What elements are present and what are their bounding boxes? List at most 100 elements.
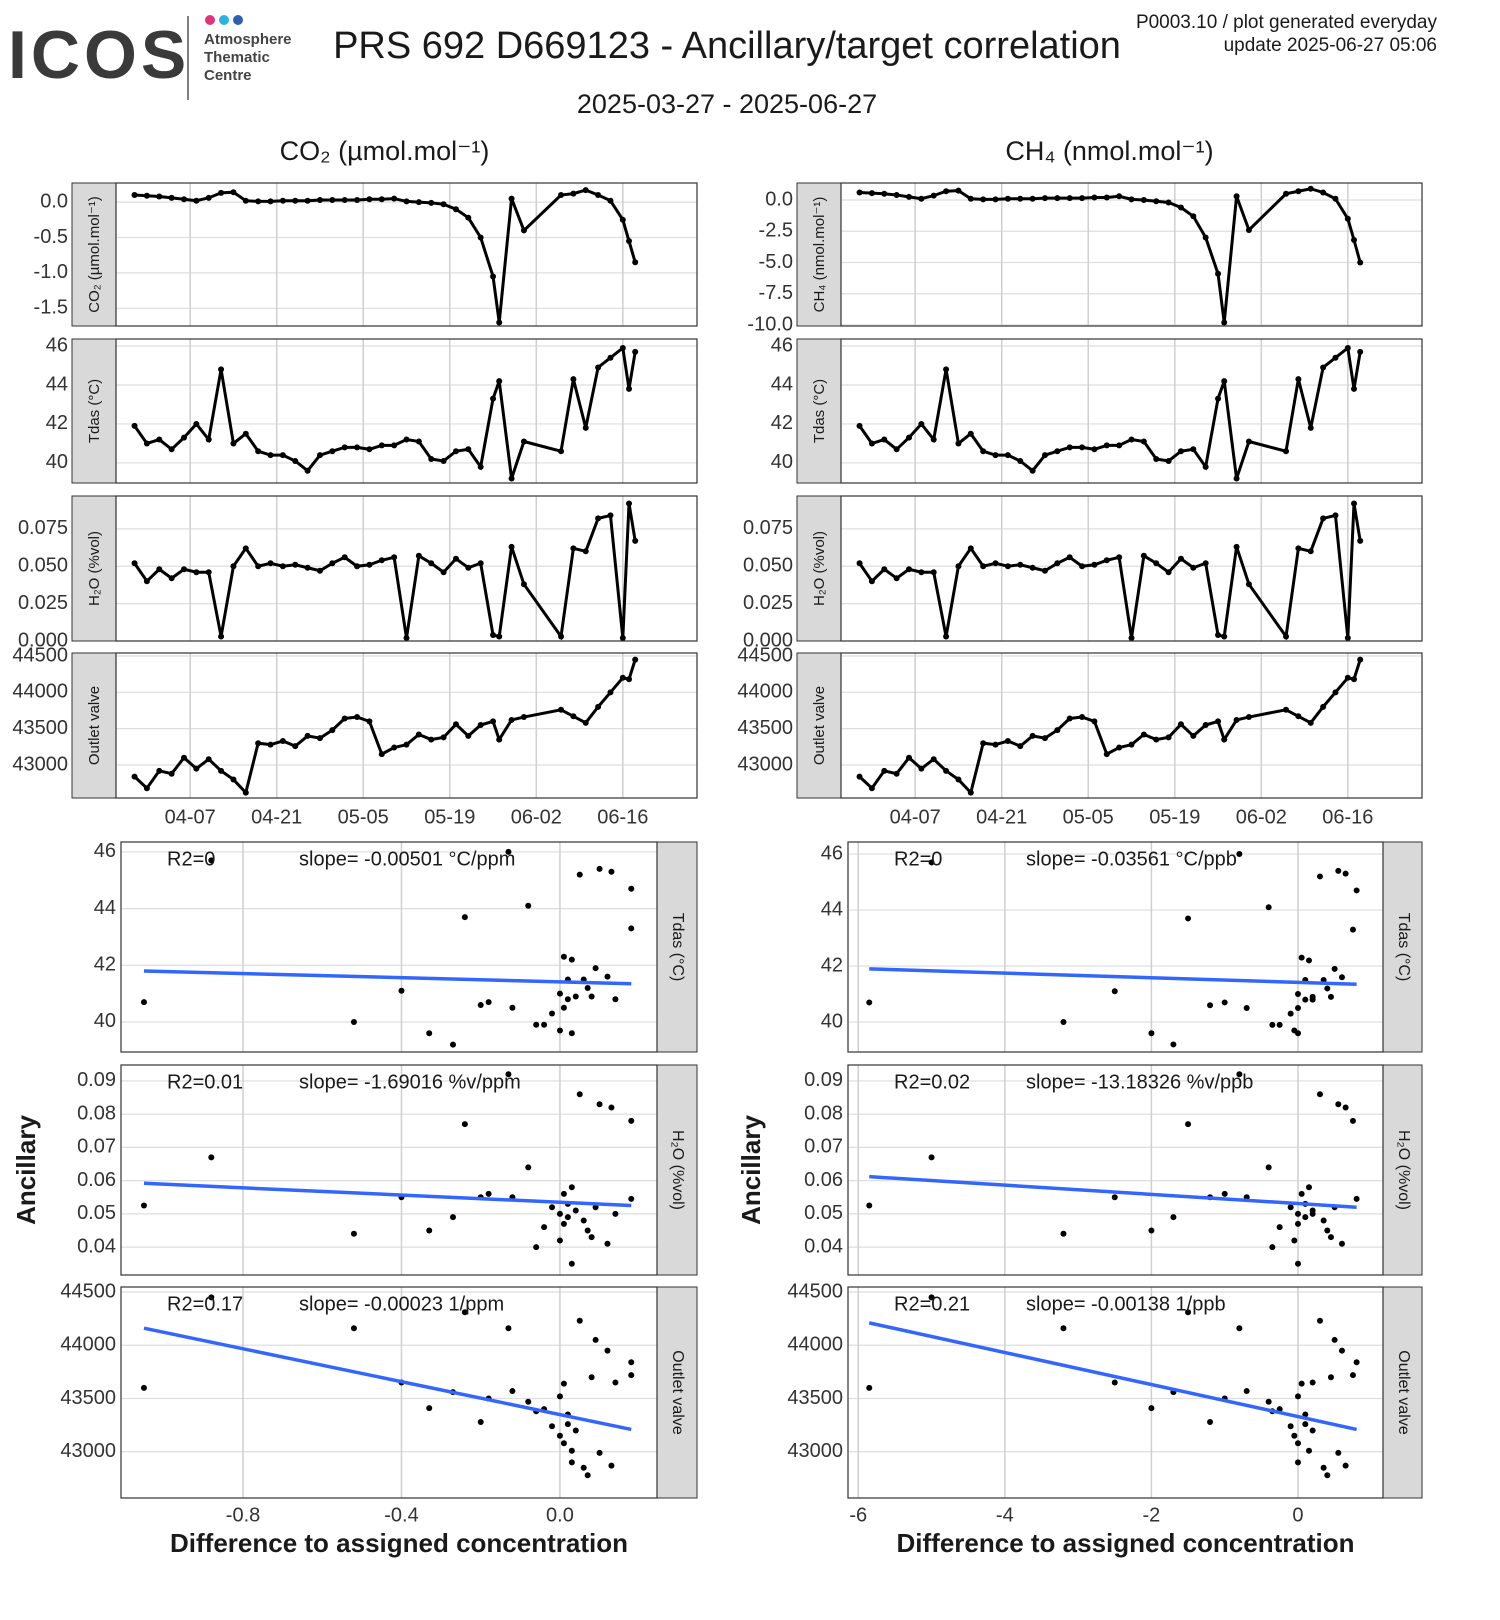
- point: [1153, 560, 1160, 567]
- point: [1202, 722, 1209, 729]
- point: [1233, 543, 1240, 550]
- point: [1344, 635, 1351, 642]
- point: [520, 581, 527, 588]
- point: [520, 227, 527, 234]
- y-tick-label: 40: [94, 1010, 116, 1032]
- point: [168, 446, 175, 453]
- point: [612, 1210, 619, 1217]
- point: [1338, 974, 1345, 981]
- panel-border: [120, 1064, 658, 1276]
- x-axis-label: Difference to assigned concentration: [170, 1528, 628, 1558]
- point: [316, 452, 323, 459]
- point: [440, 201, 447, 208]
- point: [628, 1359, 635, 1366]
- point: [428, 560, 435, 567]
- point: [560, 1004, 567, 1011]
- point: [205, 194, 212, 201]
- column-title: CH₄ (nmol.mol⁻¹): [1005, 136, 1213, 166]
- point: [1236, 851, 1243, 858]
- strip-label: Outlet valve: [86, 686, 103, 765]
- point: [980, 448, 987, 455]
- point: [868, 440, 875, 447]
- point: [1287, 1204, 1294, 1211]
- point: [1190, 564, 1197, 571]
- point: [391, 442, 398, 449]
- point: [628, 885, 635, 892]
- logo-text: Thematic: [204, 49, 270, 66]
- point: [1316, 873, 1323, 880]
- point: [508, 475, 515, 482]
- annotation: R2=0.21: [894, 1293, 970, 1315]
- point: [905, 566, 912, 573]
- point: [570, 190, 577, 197]
- panel-border: [847, 1064, 1384, 1276]
- point: [595, 703, 602, 710]
- strip: [1382, 1286, 1423, 1499]
- point: [632, 348, 639, 355]
- y-tick-label: 0.05: [804, 1202, 843, 1224]
- point: [477, 234, 484, 241]
- point: [584, 1227, 591, 1234]
- point: [1353, 887, 1360, 894]
- point: [928, 859, 935, 866]
- point: [608, 868, 615, 875]
- strip-label: H₂O (%vol): [86, 531, 103, 606]
- point: [1335, 1449, 1342, 1456]
- point: [1294, 1030, 1301, 1037]
- point: [1283, 706, 1290, 713]
- point: [992, 452, 999, 459]
- y-tick-label: 43500: [60, 1387, 116, 1409]
- y-tick-label: 0.07: [804, 1136, 843, 1158]
- point: [1190, 732, 1197, 739]
- point: [558, 192, 565, 199]
- point: [592, 1336, 599, 1343]
- y-tick-label: 0.09: [77, 1069, 116, 1091]
- point: [218, 366, 225, 373]
- point: [1276, 1021, 1283, 1028]
- point: [607, 197, 614, 204]
- point: [230, 776, 237, 783]
- point: [1041, 452, 1048, 459]
- point: [943, 767, 950, 774]
- point: [893, 770, 900, 777]
- point: [131, 560, 138, 567]
- point: [428, 199, 435, 206]
- point: [967, 789, 974, 796]
- y-tick-label: 0.000: [18, 629, 68, 651]
- point: [350, 1325, 357, 1332]
- panel-border: [847, 1286, 1384, 1499]
- point: [582, 548, 589, 555]
- logo-text: Centre: [204, 67, 252, 84]
- point: [1295, 188, 1302, 195]
- point: [1091, 446, 1098, 453]
- point: [1103, 557, 1110, 564]
- point: [350, 1018, 357, 1025]
- point: [1302, 1214, 1309, 1221]
- y-tick-label: 42: [94, 954, 116, 976]
- point: [1041, 195, 1048, 202]
- point: [1215, 270, 1222, 277]
- point: [868, 578, 875, 585]
- point: [143, 440, 150, 447]
- annotation: R2=0.02: [894, 1071, 970, 1093]
- point: [568, 1447, 575, 1454]
- point: [1295, 713, 1302, 720]
- point: [366, 718, 373, 725]
- point: [1309, 1427, 1316, 1434]
- point: [1344, 215, 1351, 222]
- point: [218, 767, 225, 774]
- point: [541, 1224, 548, 1231]
- strip: [796, 652, 842, 799]
- point: [1029, 195, 1036, 202]
- point: [980, 563, 987, 570]
- point: [560, 1440, 567, 1447]
- point: [992, 741, 999, 748]
- point: [1165, 457, 1172, 464]
- point: [403, 436, 410, 443]
- point: [955, 563, 962, 570]
- y-tick-label: 0.075: [18, 517, 68, 539]
- point: [1190, 446, 1197, 453]
- point: [1233, 193, 1240, 200]
- point: [180, 196, 187, 203]
- point: [1111, 1194, 1118, 1201]
